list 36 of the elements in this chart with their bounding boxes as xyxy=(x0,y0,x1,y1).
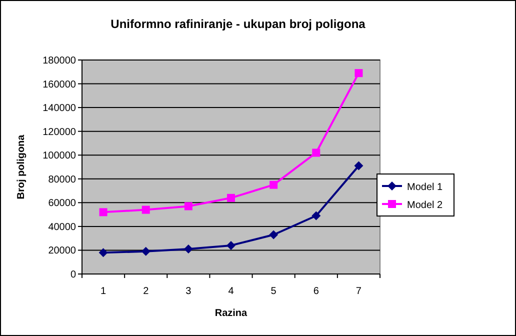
point xyxy=(98,248,108,258)
point xyxy=(141,246,150,256)
y-tick-label: 80000 xyxy=(48,174,76,186)
y-tick-label: 160000 xyxy=(42,79,76,90)
x-tick-label: 5 xyxy=(270,286,277,297)
y-axis-title: Broj poligona xyxy=(16,134,27,200)
x-tick-label: 4 xyxy=(228,286,234,297)
legend-label: Model 1 xyxy=(407,182,444,193)
legend-label: Model 2 xyxy=(407,200,444,211)
x-tick-label: 1 xyxy=(100,286,107,297)
y-tick-label: 40000 xyxy=(48,222,76,233)
x-tick-label: 3 xyxy=(186,286,192,297)
x-tick-label: 2 xyxy=(143,286,150,297)
y-tick-label: 60000 xyxy=(48,198,76,210)
y-tick-label: 120000 xyxy=(42,126,76,138)
point xyxy=(312,211,321,220)
point xyxy=(269,230,278,240)
y-tick-label: 180000 xyxy=(42,56,76,66)
point xyxy=(354,161,364,170)
y-tick-label: 100000 xyxy=(42,150,76,162)
point xyxy=(270,180,278,189)
x-axis-title: Razina xyxy=(214,308,248,319)
point xyxy=(184,202,192,210)
point xyxy=(354,69,363,78)
x-tick-label: 6 xyxy=(313,286,320,297)
point xyxy=(227,194,235,202)
x-tick-label: 7 xyxy=(356,286,362,297)
y-tick-label: 140000 xyxy=(42,103,76,114)
point xyxy=(99,208,108,216)
chart-title: Uniformno rafiniranje - ukupan broj poligona xyxy=(110,17,366,31)
point xyxy=(312,148,320,157)
point xyxy=(184,244,193,254)
y-tick-label: 20000 xyxy=(48,246,76,257)
point xyxy=(226,240,236,250)
y-tick-label: 0 xyxy=(70,270,76,280)
point xyxy=(142,206,150,214)
